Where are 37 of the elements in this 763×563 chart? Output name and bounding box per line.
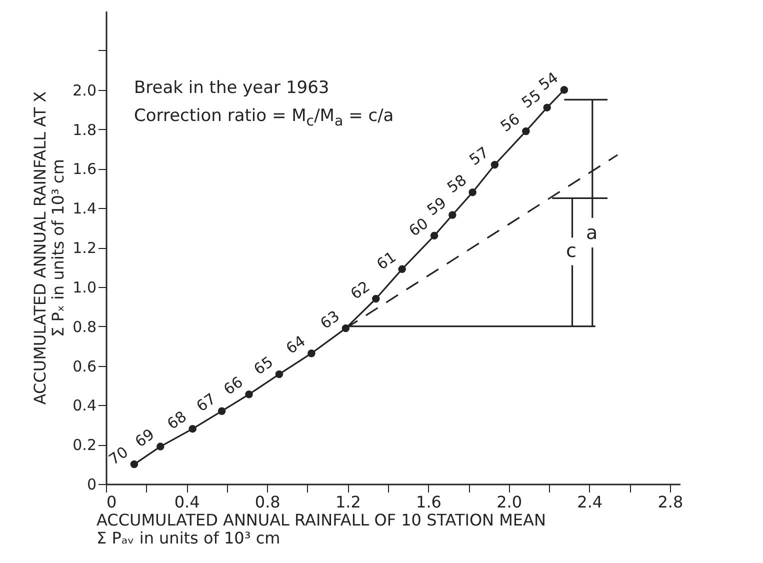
x-axis-title: ACCUMULATED ANNUAL RAINFALL OF 10 STATION MEAN Σ Pₐᵥ in units of 10³ cm	[96, 510, 546, 548]
y-tick-label: 1.6	[72, 160, 96, 178]
x-tick-label: 0.8	[254, 492, 280, 512]
annotation: 63	[316, 306, 343, 333]
y-axis-title: ACCUMULATED ANNUAL RAINFALL AT X Σ Pₓ in units of 10³ cm	[30, 91, 68, 405]
x-tick-label: 0	[106, 492, 117, 512]
annotation: 57	[466, 143, 492, 170]
annotation: 67	[193, 390, 220, 416]
annotation: 70	[105, 442, 132, 469]
annotation: Break in the year 1963	[134, 78, 330, 98]
annotation: 65	[250, 352, 276, 379]
x-tick-label: 2.4	[577, 492, 603, 512]
annotation: 66	[220, 372, 246, 399]
y-tick-label: 1.0	[72, 278, 96, 296]
annotation: 61	[373, 248, 400, 274]
x-tick-label: 2.0	[496, 492, 522, 512]
y-tick-label: 0.4	[72, 396, 96, 415]
annotation: 68	[164, 407, 190, 434]
annotation: 56	[497, 110, 524, 136]
annotation: 62	[347, 277, 374, 304]
x-tick-label: 2.8	[658, 492, 684, 512]
y-tick-label: 0.8	[72, 318, 96, 336]
annotation: c	[566, 240, 576, 262]
x-tick-label: 0.4	[174, 492, 200, 512]
y-tick-label: 0.2	[72, 436, 96, 454]
x-tick-label: 1.6	[416, 492, 442, 512]
y-tick-label: 0.6	[72, 357, 96, 376]
annotation: 69	[132, 425, 158, 451]
x-tick-label: 1.2	[335, 492, 361, 512]
y-tick-label: 1.2	[72, 239, 96, 257]
annotation: 64	[282, 332, 309, 358]
y-tick-label: 1.4	[72, 200, 96, 218]
y-tick-label: 1.8	[72, 120, 96, 139]
y-tick-label: 0	[86, 476, 96, 494]
annotation: a	[586, 222, 598, 244]
annotation: Correction ratio = M$_{c}$/M$_{a}$ = c/a	[134, 106, 394, 130]
y-tick-label: 2.0	[72, 81, 96, 100]
